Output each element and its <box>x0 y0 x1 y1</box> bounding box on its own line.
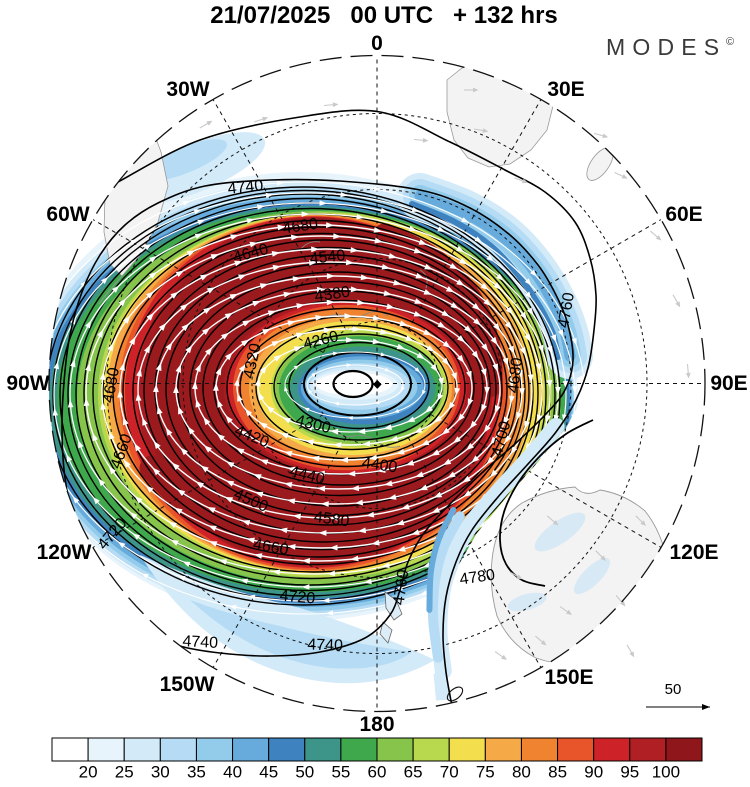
svg-text:70: 70 <box>440 763 459 782</box>
svg-text:90: 90 <box>584 763 603 782</box>
svg-text:0: 0 <box>371 32 383 55</box>
svg-text:4680: 4680 <box>282 216 320 238</box>
svg-text:4760: 4760 <box>391 568 413 606</box>
svg-text:20: 20 <box>79 763 98 782</box>
svg-text:95: 95 <box>620 763 639 782</box>
svg-text:90W: 90W <box>6 372 49 395</box>
svg-text:60E: 60E <box>665 203 702 226</box>
svg-text:4720: 4720 <box>279 587 316 607</box>
svg-text:120W: 120W <box>37 541 92 564</box>
svg-text:85: 85 <box>548 763 567 782</box>
svg-text:40: 40 <box>223 763 242 782</box>
svg-text:©: © <box>726 36 734 48</box>
svg-text:100: 100 <box>652 763 680 782</box>
svg-text:150W: 150W <box>160 673 215 696</box>
svg-text:55: 55 <box>331 763 350 782</box>
svg-text:75: 75 <box>476 763 495 782</box>
svg-text:4540: 4540 <box>309 247 346 268</box>
svg-text:4740: 4740 <box>182 633 219 652</box>
svg-text:30W: 30W <box>166 78 209 101</box>
svg-text:45: 45 <box>259 763 278 782</box>
svg-text:4780: 4780 <box>459 567 497 589</box>
svg-text:180: 180 <box>359 713 394 736</box>
svg-text:65: 65 <box>404 763 423 782</box>
svg-text:35: 35 <box>187 763 206 782</box>
svg-text:60W: 60W <box>46 203 89 226</box>
svg-text:50: 50 <box>295 763 314 782</box>
svg-text:4680: 4680 <box>505 357 526 395</box>
svg-text:120E: 120E <box>669 541 718 564</box>
svg-text:4760: 4760 <box>555 291 578 329</box>
svg-text:60: 60 <box>368 763 387 782</box>
svg-text:MODES: MODES <box>606 34 726 60</box>
svg-text:4660: 4660 <box>252 536 290 559</box>
svg-text:50: 50 <box>665 681 682 698</box>
svg-text:150E: 150E <box>544 666 593 689</box>
svg-text:4740: 4740 <box>307 636 343 654</box>
svg-text:4400: 4400 <box>361 455 399 477</box>
svg-text:21/07/2025 00 UTC + 132 hr: 21/07/2025 00 UTC + 132 hrs <box>210 2 558 29</box>
svg-text:4740: 4740 <box>227 177 264 198</box>
svg-text:4680: 4680 <box>100 366 123 404</box>
svg-text:4580: 4580 <box>313 509 351 531</box>
svg-text:30: 30 <box>151 763 170 782</box>
svg-text:4380: 4380 <box>314 284 352 306</box>
svg-text:90E: 90E <box>710 372 747 395</box>
svg-text:25: 25 <box>115 763 134 782</box>
svg-text:80: 80 <box>512 763 531 782</box>
svg-text:30E: 30E <box>547 78 584 101</box>
